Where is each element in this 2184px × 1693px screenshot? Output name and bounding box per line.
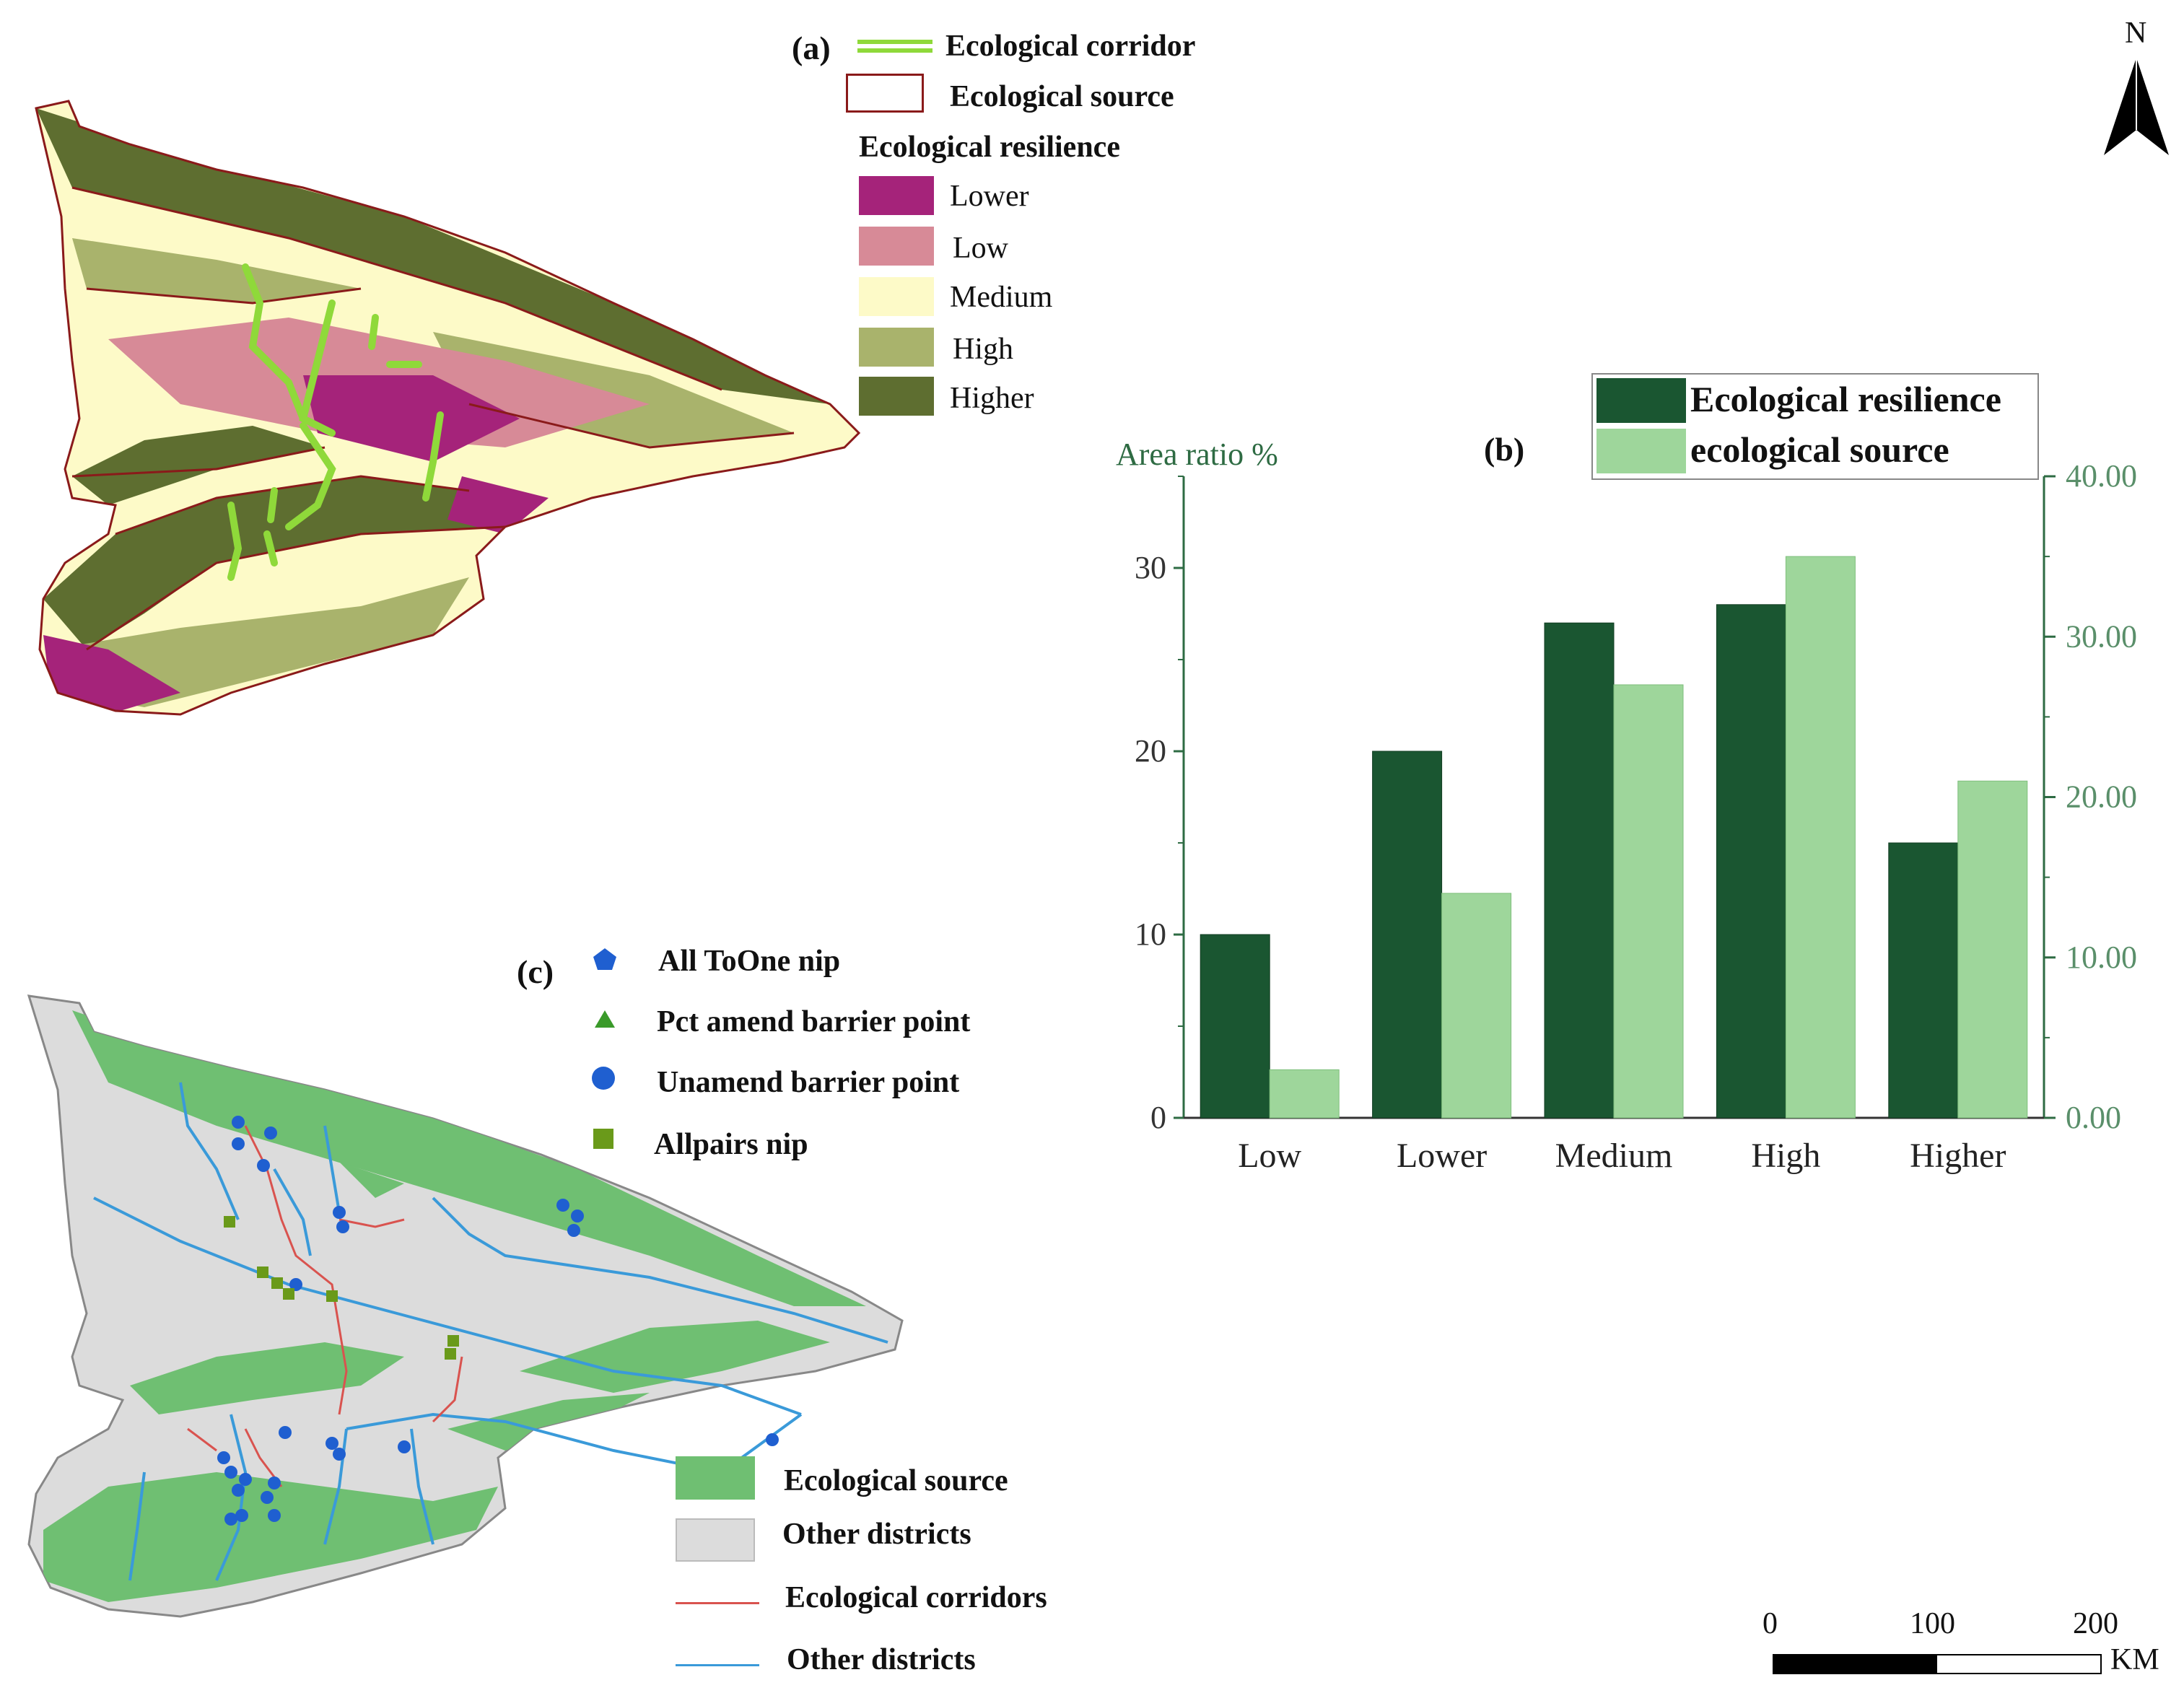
chart-legend-swatch — [1596, 378, 1686, 423]
legend-label-other-districts: Other districts — [782, 1518, 971, 1551]
chart-legend-label: ecological source — [1690, 429, 1949, 470]
x-tick-label: Higher — [1910, 1137, 2006, 1175]
legend-label-ecological-source: Ecological source — [784, 1464, 1008, 1497]
legend-label-allpairs: Allpairs nip — [654, 1128, 808, 1161]
source-legend-label: Ecological source — [950, 80, 1174, 113]
bar-resilience — [1372, 751, 1443, 1119]
x-tick-label: Low — [1238, 1137, 1301, 1175]
bar-resilience — [1200, 934, 1270, 1119]
left-tick-label: 20 — [1135, 733, 1166, 769]
right-tick-label: 30.00 — [2066, 618, 2137, 654]
panel-b-label: (b) — [1484, 431, 1525, 468]
resilience-map — [35, 100, 861, 716]
map-fill-high — [72, 238, 361, 303]
circle-icon — [592, 1067, 615, 1090]
legend-label-high: High — [953, 333, 1013, 366]
scale-label-0: 0 — [1763, 1607, 1778, 1640]
bar-source — [1441, 893, 1512, 1119]
scale-unit: KM — [2110, 1643, 2159, 1676]
resilience-legend-title: Ecological resilience — [859, 131, 1120, 164]
panel-a-label: (a) — [792, 30, 831, 66]
map-fill-lower — [43, 635, 180, 714]
bar-source — [1613, 684, 1684, 1119]
north-arrow-icon — [2104, 58, 2169, 155]
left-tick-label: 10 — [1135, 917, 1166, 952]
legend-label-pct-amend: Pct amend barrier point — [657, 1005, 971, 1038]
bar-source — [1785, 556, 1856, 1119]
scale-bar — [1773, 1654, 2102, 1674]
legend-line-other-districts — [676, 1664, 759, 1666]
map-fill-higher — [72, 426, 325, 505]
legend-line-ecological-corridors — [676, 1602, 759, 1604]
chart-legend-label: Ecological resilience — [1690, 379, 2001, 419]
map-fill-lower — [303, 375, 520, 462]
legend-label-lower: Lower — [950, 180, 1029, 213]
scale-label-100: 100 — [1910, 1607, 1955, 1640]
map-fill-lower — [447, 476, 549, 534]
right-tick-label: 0.00 — [2066, 1100, 2121, 1135]
source-legend-swatch — [846, 74, 924, 113]
bar-source — [1957, 780, 2028, 1119]
legend-label-unamend: Unamend barrier point — [657, 1066, 960, 1099]
x-tick-label: High — [1751, 1137, 1820, 1175]
legend-swatch-higher — [859, 377, 934, 416]
triangle-icon — [595, 1010, 615, 1028]
ecological-corridors — [227, 263, 444, 581]
square-icon — [593, 1129, 613, 1149]
pentagon-icon — [593, 948, 616, 970]
map-fill-high — [51, 577, 469, 707]
network-map — [27, 994, 904, 1618]
left-tick-label: 30 — [1135, 550, 1166, 585]
scale-label-200: 200 — [2073, 1607, 2118, 1640]
legend-swatch-low — [859, 227, 934, 266]
x-tick-label: Lower — [1397, 1137, 1487, 1175]
allpairs-nip-points — [224, 1216, 459, 1360]
chart-legend-swatch — [1596, 429, 1686, 473]
map-fill-higher — [36, 108, 830, 404]
right-tick-label: 20.00 — [2066, 779, 2137, 815]
corridor-legend-swatch — [857, 40, 932, 53]
legend-label-all-toone: All ToOne nip — [658, 945, 841, 978]
legend-swatch-high — [859, 328, 934, 367]
right-tick-label: 40.00 — [2066, 458, 2137, 494]
y-axis-title: Area ratio % — [1116, 437, 1278, 472]
legend-label-other-districts-line: Other districts — [787, 1643, 976, 1676]
left-tick-label: 0 — [1150, 1100, 1166, 1135]
corridor-legend-label: Ecological corridor — [945, 30, 1196, 63]
bar-resilience — [1888, 842, 1959, 1119]
legend-swatch-medium — [859, 277, 934, 316]
ecological-source-areas — [43, 1010, 866, 1602]
bar-resilience — [1716, 604, 1786, 1119]
barrier-points — [217, 1116, 779, 1526]
panel-c-label: (c) — [517, 953, 554, 990]
legend-swatch-lower — [859, 176, 934, 215]
legend-swatch-ecological-source — [676, 1456, 755, 1500]
bar-source — [1269, 1069, 1340, 1119]
legend-label-ecological-corridors: Ecological corridors — [785, 1581, 1047, 1614]
bar-resilience — [1544, 622, 1615, 1119]
legend-label-low: Low — [953, 232, 1008, 265]
right-tick-label: 10.00 — [2066, 940, 2137, 975]
legend-label-medium: Medium — [950, 281, 1053, 314]
x-tick-label: Medium — [1555, 1137, 1673, 1175]
map-fill-high — [433, 332, 794, 447]
legend-swatch-other-districts — [676, 1518, 755, 1562]
legend-label-higher: Higher — [950, 382, 1034, 415]
north-label: N — [2125, 17, 2147, 50]
source-outlines — [35, 100, 861, 716]
